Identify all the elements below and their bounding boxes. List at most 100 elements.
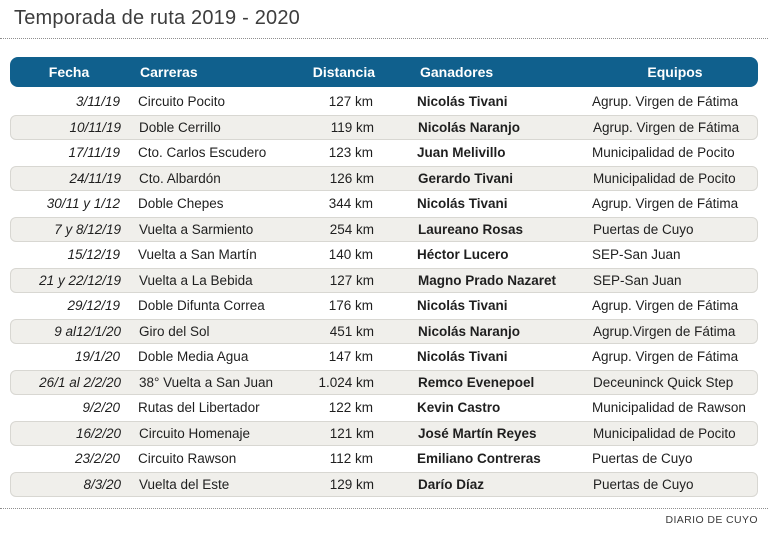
table-row: 29/12/19 Doble Difunta Correa 176 km Nic… bbox=[10, 293, 758, 319]
cell-equipo: Puertas de Cuyo bbox=[592, 451, 693, 467]
column-header-ganadores: Ganadores bbox=[420, 64, 494, 80]
table-row: 7 y 8/12/19 Vuelta a Sarmiento 254 km La… bbox=[10, 216, 758, 242]
cell-ganador: Nicolás Tivani bbox=[417, 298, 508, 314]
cell-carrera: Vuelta a Sarmiento bbox=[139, 221, 254, 237]
cell-distancia: 176 km bbox=[328, 298, 373, 314]
table-row: 26/1 al 2/2/20 38° Vuelta a San Juan 1.0… bbox=[10, 369, 758, 395]
cell-fecha: 3/11/19 bbox=[75, 94, 120, 110]
cell-ganador: Héctor Lucero bbox=[417, 247, 509, 263]
cell-equipo: SEP-San Juan bbox=[592, 247, 681, 263]
table-row: 15/12/19 Vuelta a San Martín 140 km Héct… bbox=[10, 242, 758, 268]
cell-distancia: 254 km bbox=[329, 221, 374, 237]
cell-fecha: 9/2/20 bbox=[82, 400, 120, 416]
cell-distancia: 147 km bbox=[328, 349, 373, 365]
cell-carrera: Circuito Pocito bbox=[138, 94, 226, 110]
cell-fecha: 8/3/20 bbox=[83, 476, 121, 492]
cell-ganador: Laureano Rosas bbox=[418, 221, 524, 237]
cell-fecha: 26/1 al 2/2/20 bbox=[39, 374, 121, 390]
cell-carrera: 38° Vuelta a San Juan bbox=[139, 374, 273, 390]
footer: DIARIO DE CUYO bbox=[0, 508, 768, 535]
cell-equipo: Agrup.Virgen de Fátima bbox=[593, 323, 736, 339]
cell-distancia: 119 km bbox=[330, 119, 374, 135]
cell-carrera: Vuelta a San Martín bbox=[138, 247, 257, 263]
cell-carrera: Cto. Carlos Escudero bbox=[138, 145, 267, 161]
cell-distancia: 140 km bbox=[328, 247, 373, 263]
cell-distancia: 127 km bbox=[328, 94, 373, 110]
table-body: 3/11/19 Circuito Pocito 127 km Nicolás T… bbox=[10, 89, 758, 497]
column-header-equipos: Equipos bbox=[647, 64, 703, 80]
cell-equipo: Agrup. Virgen de Fátima bbox=[592, 196, 739, 212]
table-row: 16/2/20 Circuito Homenaje 121 km José Ma… bbox=[10, 420, 758, 446]
cell-carrera: Doble Cerrillo bbox=[139, 119, 221, 135]
cell-ganador: Nicolás Tivani bbox=[417, 94, 508, 110]
table-row: 9 al12/1/20 Giro del Sol 451 km Nicolás … bbox=[10, 318, 758, 344]
bottom-dotted-divider bbox=[0, 508, 768, 509]
cell-ganador: Darío Díaz bbox=[418, 476, 485, 492]
table-row: 8/3/20 Vuelta del Este 129 km Darío Díaz… bbox=[10, 471, 758, 497]
column-header-carreras: Carreras bbox=[140, 64, 198, 80]
cell-fecha: 15/12/19 bbox=[67, 247, 120, 263]
table-row: 9/2/20 Rutas del Libertador 122 km Kevin… bbox=[10, 395, 758, 421]
cell-ganador: Emiliano Contreras bbox=[417, 451, 541, 467]
table-row: 3/11/19 Circuito Pocito 127 km Nicolás T… bbox=[10, 89, 758, 115]
cell-carrera: Doble Difunta Correa bbox=[138, 298, 265, 314]
cell-equipo: Municipalidad de Pocito bbox=[593, 170, 736, 186]
cell-equipo: Municipalidad de Rawson bbox=[592, 400, 746, 416]
cell-ganador: Magno Prado Nazaret bbox=[418, 272, 557, 288]
cell-fecha: 9 al12/1/20 bbox=[54, 323, 121, 339]
cell-fecha: 21 y 22/12/19 bbox=[39, 272, 121, 288]
column-header-distancia: Distancia bbox=[312, 64, 375, 80]
cell-carrera: Rutas del Libertador bbox=[138, 400, 260, 416]
cell-carrera: Doble Media Agua bbox=[138, 349, 249, 365]
cell-equipo: Municipalidad de Pocito bbox=[592, 145, 735, 161]
cell-distancia: 127 km bbox=[329, 272, 374, 288]
cell-equipo: Agrup. Virgen de Fátima bbox=[592, 349, 739, 365]
table-row: 17/11/19 Cto. Carlos Escudero 123 km Jua… bbox=[10, 140, 758, 166]
cell-distancia: 112 km bbox=[329, 451, 373, 467]
cell-equipo: Municipalidad de Pocito bbox=[593, 425, 736, 441]
cell-equipo: Agrup. Virgen de Fátima bbox=[592, 298, 739, 314]
cell-fecha: 10/11/19 bbox=[69, 119, 121, 135]
column-header-fecha: Fecha bbox=[48, 64, 90, 80]
cell-fecha: 19/1/20 bbox=[74, 349, 120, 365]
cell-equipo: Agrup. Virgen de Fátima bbox=[592, 94, 739, 110]
source-credit: DIARIO DE CUYO bbox=[665, 514, 758, 526]
cell-ganador: Nicolás Tivani bbox=[417, 196, 508, 212]
page-title: Temporada de ruta 2019 - 2020 bbox=[14, 7, 300, 29]
cell-distancia: 451 km bbox=[329, 323, 374, 339]
cell-distancia: 122 km bbox=[328, 400, 373, 416]
cell-ganador: Gerardo Tivani bbox=[418, 170, 514, 186]
cell-distancia: 123 km bbox=[328, 145, 373, 161]
cell-equipo: Deceuninck Quick Step bbox=[593, 374, 734, 390]
cell-ganador: Nicolás Naranjo bbox=[418, 119, 521, 135]
cell-ganador: Remco Evenepoel bbox=[418, 374, 535, 390]
cell-fecha: 23/2/20 bbox=[74, 451, 120, 467]
cell-carrera: Circuito Homenaje bbox=[139, 425, 251, 441]
cell-equipo: Puertas de Cuyo bbox=[593, 221, 694, 237]
table-row: 30/11 y 1/12 Doble Chepes 344 km Nicolás… bbox=[10, 191, 758, 217]
cell-ganador: Nicolás Tivani bbox=[417, 349, 508, 365]
cell-fecha: 17/11/19 bbox=[68, 145, 120, 161]
cell-equipo: Puertas de Cuyo bbox=[593, 476, 694, 492]
cell-distancia: 1.024 km bbox=[318, 374, 374, 390]
cell-carrera: Vuelta del Este bbox=[139, 476, 230, 492]
cell-carrera: Vuelta a La Bebida bbox=[139, 272, 253, 288]
season-results-table: Fecha Carreras Distancia Ganadores Equip… bbox=[10, 57, 758, 497]
top-dotted-divider bbox=[0, 38, 768, 39]
cell-ganador: Juan Melivillo bbox=[417, 145, 506, 161]
cell-distancia: 126 km bbox=[329, 170, 374, 186]
cell-fecha: 7 y 8/12/19 bbox=[54, 221, 121, 237]
cell-carrera: Cto. Albardón bbox=[139, 170, 221, 186]
table-header-row: Fecha Carreras Distancia Ganadores Equip… bbox=[10, 57, 758, 87]
cell-ganador: José Martín Reyes bbox=[418, 425, 537, 441]
table-row: 10/11/19 Doble Cerrillo 119 km Nicolás N… bbox=[10, 114, 758, 140]
cell-carrera: Doble Chepes bbox=[138, 196, 224, 212]
cell-fecha: 16/2/20 bbox=[75, 425, 121, 441]
cell-equipo: SEP-San Juan bbox=[593, 272, 682, 288]
cell-fecha: 24/11/19 bbox=[69, 170, 121, 186]
table-row: 23/2/20 Circuito Rawson 112 km Emiliano … bbox=[10, 446, 758, 472]
cell-carrera: Circuito Rawson bbox=[138, 451, 237, 467]
table-row: 24/11/19 Cto. Albardón 126 km Gerardo Ti… bbox=[10, 165, 758, 191]
cell-carrera: Giro del Sol bbox=[139, 323, 210, 339]
